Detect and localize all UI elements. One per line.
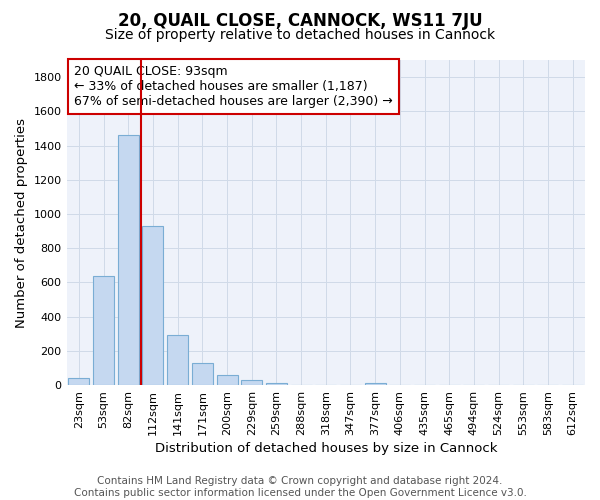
Text: Contains HM Land Registry data © Crown copyright and database right 2024.
Contai: Contains HM Land Registry data © Crown c… — [74, 476, 526, 498]
Bar — [118, 136, 139, 385]
Bar — [217, 375, 238, 385]
Bar — [93, 276, 114, 385]
Bar — [192, 363, 213, 385]
Bar — [266, 382, 287, 385]
Bar — [241, 380, 262, 385]
Text: Size of property relative to detached houses in Cannock: Size of property relative to detached ho… — [105, 28, 495, 42]
Bar — [167, 336, 188, 385]
Bar — [365, 384, 386, 385]
Bar — [142, 226, 163, 385]
Text: 20, QUAIL CLOSE, CANNOCK, WS11 7JU: 20, QUAIL CLOSE, CANNOCK, WS11 7JU — [118, 12, 482, 30]
Text: 20 QUAIL CLOSE: 93sqm
← 33% of detached houses are smaller (1,187)
67% of semi-d: 20 QUAIL CLOSE: 93sqm ← 33% of detached … — [74, 65, 393, 108]
Bar — [68, 378, 89, 385]
Y-axis label: Number of detached properties: Number of detached properties — [15, 118, 28, 328]
X-axis label: Distribution of detached houses by size in Cannock: Distribution of detached houses by size … — [155, 442, 497, 455]
